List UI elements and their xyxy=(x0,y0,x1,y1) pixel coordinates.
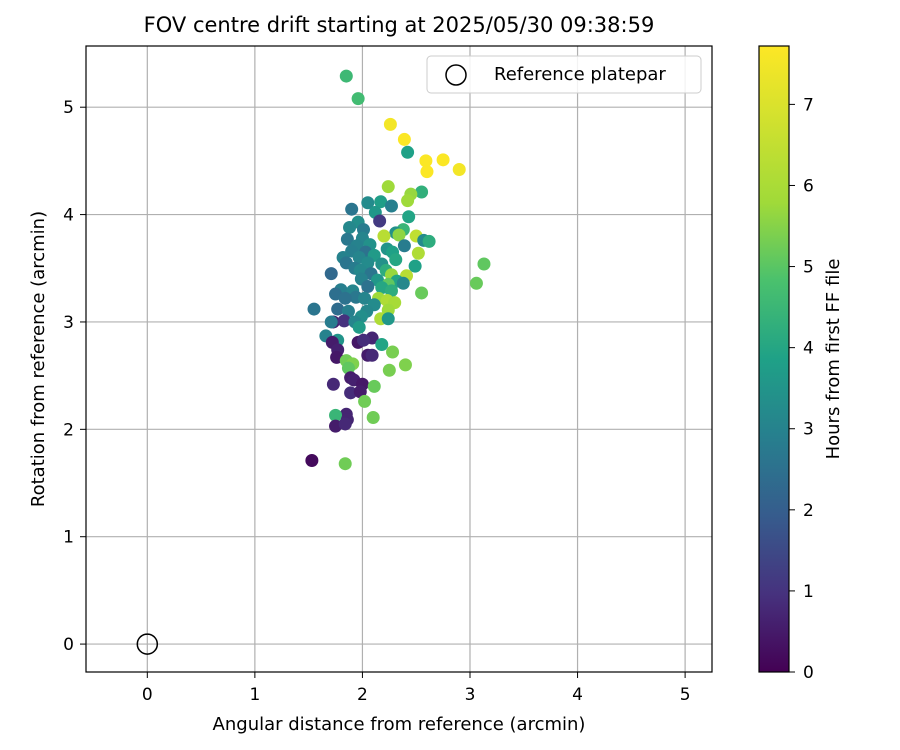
colorbar-gradient xyxy=(758,45,790,673)
legend: Reference platepar xyxy=(426,55,702,94)
data-point xyxy=(361,280,375,294)
data-point xyxy=(351,92,365,106)
data-point xyxy=(341,361,355,375)
data-point xyxy=(382,363,396,377)
data-point xyxy=(324,315,338,329)
data-point xyxy=(373,214,387,228)
data-point xyxy=(401,194,415,208)
data-point xyxy=(397,132,411,146)
reference-point xyxy=(136,633,159,655)
data-point xyxy=(374,195,388,209)
data-point xyxy=(415,185,429,199)
colorbar-tick-label: 4 xyxy=(803,339,814,359)
data-point xyxy=(344,386,358,400)
data-point xyxy=(375,338,389,352)
y-tick-label: 1 xyxy=(63,528,74,548)
colorbar: 0 1 2 3 4 5 6 7 Hours from first FF file xyxy=(758,45,844,683)
data-point xyxy=(411,246,425,260)
data-point xyxy=(326,377,340,391)
data-point xyxy=(383,117,397,131)
data-point xyxy=(398,358,412,372)
data-point xyxy=(377,229,391,243)
data-point xyxy=(397,239,411,253)
data-point xyxy=(386,345,400,359)
data-point xyxy=(307,302,321,316)
data-point xyxy=(381,180,395,194)
data-point xyxy=(358,394,372,408)
colorbar-tick-label: 6 xyxy=(803,176,814,196)
colorbar-tick-label: 1 xyxy=(803,582,814,602)
x-tick-label: 5 xyxy=(680,685,691,705)
data-point xyxy=(415,286,429,300)
x-tick-label: 0 xyxy=(142,685,153,705)
data-point xyxy=(340,232,354,246)
data-point xyxy=(338,417,352,431)
data-point xyxy=(324,267,338,281)
data-point xyxy=(305,453,319,467)
data-point xyxy=(436,153,450,167)
colorbar-tick-label: 2 xyxy=(803,501,814,521)
data-point xyxy=(338,291,352,305)
data-point xyxy=(357,333,371,347)
colorbar-label: Hours from first FF file xyxy=(823,259,844,460)
colorbar-tick-label: 3 xyxy=(803,420,814,440)
data-point xyxy=(329,419,343,433)
chart-title: FOV centre drift starting at 2025/05/30 … xyxy=(144,13,655,37)
data-point xyxy=(381,312,395,326)
y-tick-label: 5 xyxy=(63,98,74,118)
y-tick-label: 3 xyxy=(63,313,74,333)
data-point xyxy=(396,276,410,290)
data-point xyxy=(358,291,372,305)
data-point xyxy=(352,320,366,334)
data-point xyxy=(329,408,343,422)
x-tick-label: 2 xyxy=(357,685,368,705)
legend-marker xyxy=(445,64,467,86)
data-point xyxy=(389,253,403,267)
data-point xyxy=(345,202,359,216)
data-point xyxy=(469,276,483,290)
data-point xyxy=(401,145,415,159)
data-point xyxy=(329,287,343,301)
data-point xyxy=(402,210,416,224)
plot-frame xyxy=(85,45,713,673)
data-point xyxy=(365,348,379,362)
data-point xyxy=(419,154,433,168)
data-point xyxy=(343,220,357,234)
data-point xyxy=(452,162,466,176)
data-point xyxy=(366,411,380,425)
data-point xyxy=(392,228,406,242)
data-points xyxy=(305,69,491,471)
data-point xyxy=(477,257,491,271)
colorbar-tick-label: 0 xyxy=(803,663,814,683)
data-point xyxy=(339,69,353,83)
reference-marker xyxy=(136,633,159,655)
colorbar-tick-label: 7 xyxy=(803,95,814,115)
data-point xyxy=(422,234,436,248)
y-axis-label: Rotation from reference (arcmin) xyxy=(28,211,49,507)
grid-lines xyxy=(86,46,712,672)
x-tick-label: 3 xyxy=(465,685,476,705)
y-tick-label: 4 xyxy=(63,206,74,226)
data-point xyxy=(337,314,351,328)
legend-box xyxy=(426,55,702,94)
colorbar-ticks: 0 1 2 3 4 5 6 7 xyxy=(789,95,814,683)
x-axis-ticks: 0 1 2 3 4 5 xyxy=(142,672,691,705)
y-tick-label: 2 xyxy=(63,420,74,440)
x-axis-label: Angular distance from reference (arcmin) xyxy=(213,714,586,735)
x-tick-label: 4 xyxy=(572,685,583,705)
x-tick-label: 1 xyxy=(249,685,260,705)
data-point xyxy=(384,199,398,213)
data-point xyxy=(331,302,345,316)
legend-label: Reference platepar xyxy=(494,64,666,85)
y-axis-ticks: 0 1 2 3 4 5 xyxy=(63,98,86,655)
data-point xyxy=(338,457,352,471)
data-point xyxy=(408,259,422,273)
y-tick-label: 0 xyxy=(63,635,74,655)
data-point xyxy=(361,196,375,210)
colorbar-tick-label: 5 xyxy=(803,258,814,278)
data-point xyxy=(420,165,434,179)
data-point xyxy=(367,379,381,393)
